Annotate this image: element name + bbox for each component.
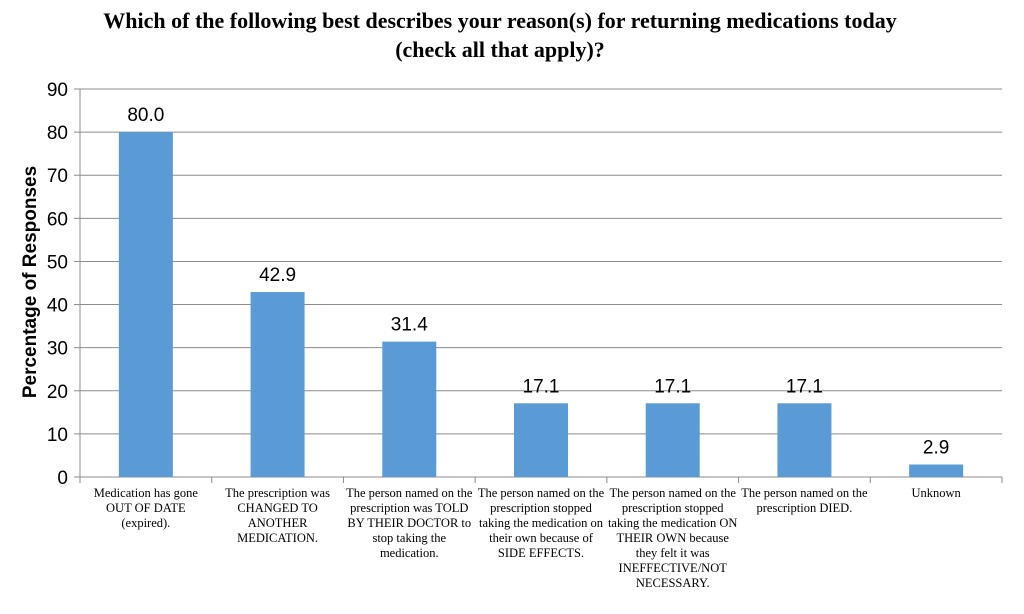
bar bbox=[382, 341, 437, 477]
x-tick-label: The person named on the prescription sto… bbox=[607, 486, 738, 590]
chart-title: Which of the following best describes yo… bbox=[103, 8, 897, 62]
x-tick-label: Medication has gone OUT OF DATE (expired… bbox=[93, 486, 198, 530]
bar bbox=[645, 403, 700, 477]
data-label: 17.1 bbox=[786, 376, 823, 397]
bar bbox=[909, 464, 964, 477]
bar bbox=[250, 292, 305, 477]
data-label: 17.1 bbox=[654, 376, 691, 397]
data-label: 17.1 bbox=[523, 376, 560, 397]
data-label: 31.4 bbox=[391, 315, 428, 336]
y-tick-label: 60 bbox=[47, 209, 68, 230]
bar bbox=[777, 403, 832, 477]
y-tick-label: 70 bbox=[47, 166, 68, 187]
y-tick-label: 20 bbox=[47, 382, 68, 403]
data-label: 80.0 bbox=[127, 105, 164, 126]
y-tick-label: 90 bbox=[47, 80, 68, 101]
data-label: 42.9 bbox=[259, 265, 296, 286]
data-label: 2.9 bbox=[923, 437, 949, 458]
y-tick-label: 50 bbox=[47, 252, 68, 273]
bar bbox=[514, 403, 568, 477]
x-tick-label: The prescription was CHANGED TO ANOTHER … bbox=[225, 486, 330, 545]
y-tick-label: 10 bbox=[47, 425, 68, 446]
x-tick-label: The person named on the prescription sto… bbox=[477, 486, 605, 560]
x-tick-label: The person named on the prescription was… bbox=[346, 486, 473, 560]
bar bbox=[118, 132, 173, 477]
y-tick-label: 80 bbox=[47, 123, 68, 144]
y-tick-label: 0 bbox=[57, 468, 68, 489]
y-tick-label: 30 bbox=[47, 339, 68, 360]
y-tick-label: 40 bbox=[47, 296, 68, 317]
x-tick-label: The person named on the prescription DIE… bbox=[741, 486, 868, 515]
x-tick-label: Unknown bbox=[911, 486, 961, 500]
